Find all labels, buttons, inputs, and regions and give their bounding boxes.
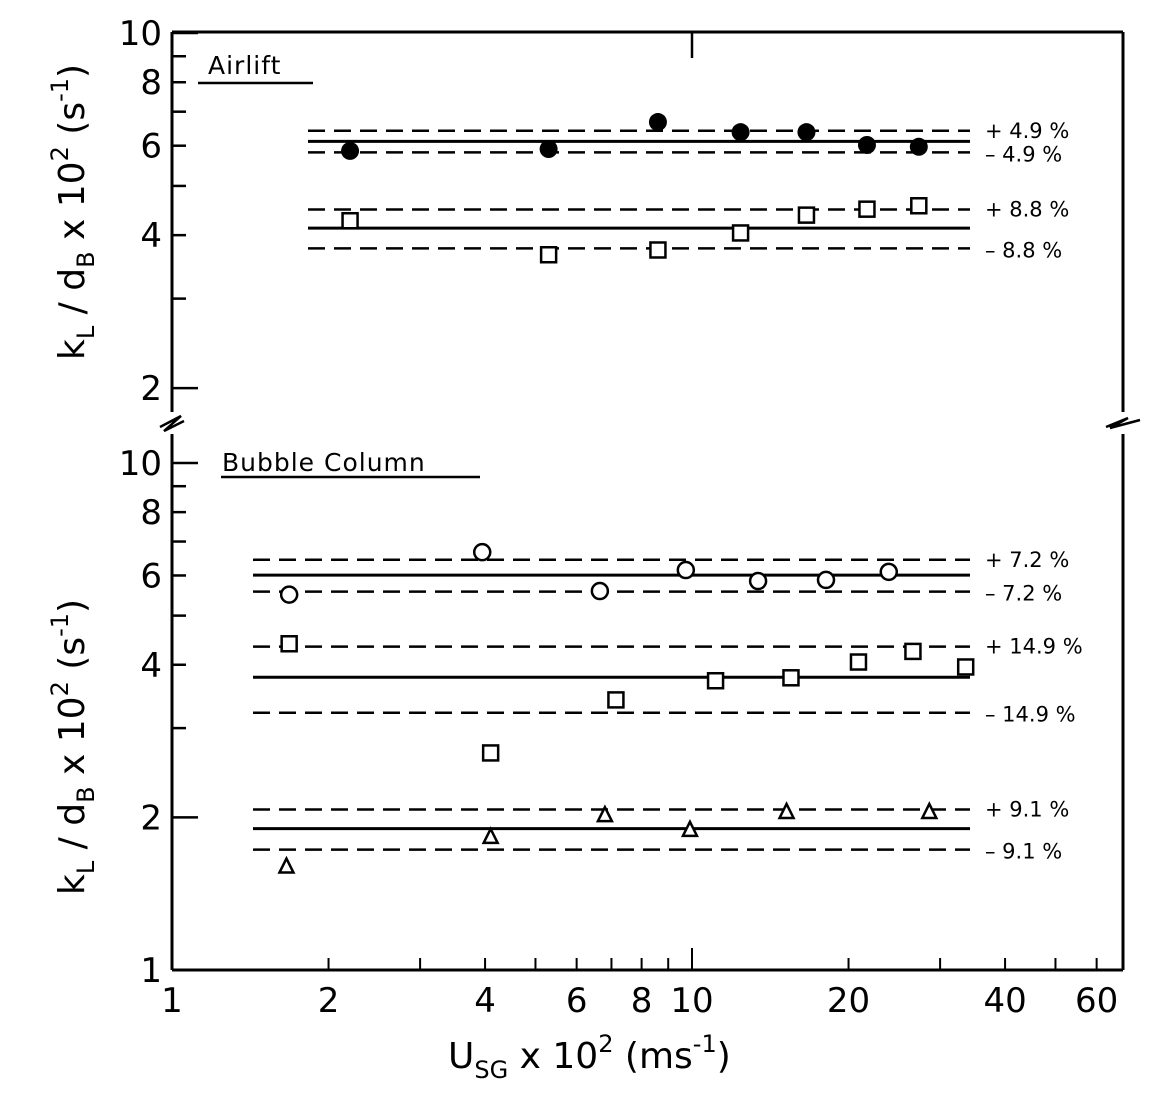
open-square-marker <box>858 200 876 218</box>
y-tick-label: 6 <box>140 556 162 596</box>
y-tick-label: 6 <box>140 127 162 167</box>
y-tick-label: 2 <box>140 798 162 838</box>
x-axis-title: USG x 102 (ms-1) <box>448 1030 731 1084</box>
axis-ticks <box>172 31 1098 970</box>
open-square-marker <box>956 658 975 676</box>
filled-circle-marker <box>539 140 558 159</box>
plot-frame <box>170 30 1125 972</box>
band-label-lower: – 4.9 % <box>985 142 1062 166</box>
open-square-marker <box>706 671 725 690</box>
y-tick-label: 1 <box>140 951 162 991</box>
open-triangle-marker <box>481 826 500 845</box>
x-tick-label: 20 <box>827 981 870 1021</box>
x-tick-label: 6 <box>566 981 588 1021</box>
y-axis-title-bottom: kL / dB x 102 (s-1) <box>46 599 100 895</box>
y-tick-label: 4 <box>140 646 162 686</box>
band-label-upper: + 14.9 % <box>985 635 1083 659</box>
open-square-marker <box>539 246 558 264</box>
filled-circle-marker <box>797 123 816 142</box>
y-axis-title-top: kL / dB x 102 (s-1) <box>46 64 100 360</box>
open-circle-marker <box>676 560 696 580</box>
open-square-marker <box>849 653 868 671</box>
x-tick-label: 10 <box>670 981 713 1021</box>
x-tick-label: 1 <box>161 981 183 1021</box>
y-tick-label: 8 <box>140 63 162 103</box>
data-points <box>277 113 975 874</box>
mean-and-band-lines <box>253 129 970 851</box>
band-label-lower: – 7.2 % <box>985 582 1062 606</box>
open-triangle-marker <box>777 801 796 820</box>
open-square-marker <box>341 211 359 230</box>
open-square-marker <box>731 224 750 242</box>
open-triangle-marker <box>920 801 939 820</box>
x-tick-label: 40 <box>983 981 1026 1021</box>
panel-title-airlift: Airlift <box>208 51 281 80</box>
x-tick-label: 4 <box>474 981 496 1021</box>
panel-title-bubble-column: Bubble Column <box>222 448 426 477</box>
filled-circle-marker <box>341 141 360 160</box>
open-square-marker <box>481 744 500 762</box>
y-tick-label: 2 <box>140 369 162 409</box>
filled-circle-marker <box>857 135 876 154</box>
open-triangle-marker <box>595 804 614 823</box>
open-circle-marker <box>816 570 836 590</box>
open-square-marker <box>280 635 298 653</box>
open-square-marker <box>904 642 922 661</box>
open-circle-marker <box>879 562 899 582</box>
open-triangle-marker <box>680 819 699 838</box>
axis-break-left <box>159 414 185 433</box>
band-label-upper: + 9.1 % <box>985 797 1069 821</box>
open-circle-marker <box>590 581 610 601</box>
band-label-upper: + 4.9 % <box>985 119 1069 143</box>
band-label-upper: + 8.8 % <box>985 197 1069 221</box>
band-label-lower: – 9.1 % <box>985 840 1062 864</box>
open-circle-marker <box>279 585 299 604</box>
open-circle-marker <box>472 542 492 562</box>
open-square-marker <box>649 241 667 259</box>
open-square-marker <box>910 197 928 215</box>
x-tick-label: 60 <box>1075 981 1118 1021</box>
axis-tick-labels: 1 2 4 6 8 10 20 40 60 10 8 6 4 2 10 8 6 4 2 1 <box>119 14 1119 1021</box>
filled-circle-marker <box>909 137 928 156</box>
band-percent-labels: + 4.9 %– 4.9 % + 8.8 % – 8.8 % + 7.2 % – 7.2… <box>985 119 1083 864</box>
open-triangle-marker <box>277 855 296 874</box>
filled-circle-marker <box>731 123 750 142</box>
filled-circle-marker <box>648 113 667 132</box>
x-tick-label: 8 <box>631 981 653 1021</box>
axis-break-right <box>1105 416 1141 430</box>
open-square-marker <box>797 206 816 224</box>
band-label-lower: – 8.8 % <box>985 238 1062 262</box>
open-circle-marker <box>748 571 768 591</box>
band-label-lower: – 14.9 % <box>985 703 1076 727</box>
x-tick-label: 2 <box>318 981 340 1021</box>
band-label-upper: + 7.2 % <box>985 548 1069 572</box>
open-square-marker <box>782 669 800 687</box>
y-tick-label: 8 <box>140 493 162 533</box>
y-tick-label: 10 <box>119 14 162 54</box>
y-tick-label: 4 <box>140 216 162 256</box>
y-tick-label: 10 <box>119 444 162 484</box>
open-square-marker <box>607 691 625 709</box>
